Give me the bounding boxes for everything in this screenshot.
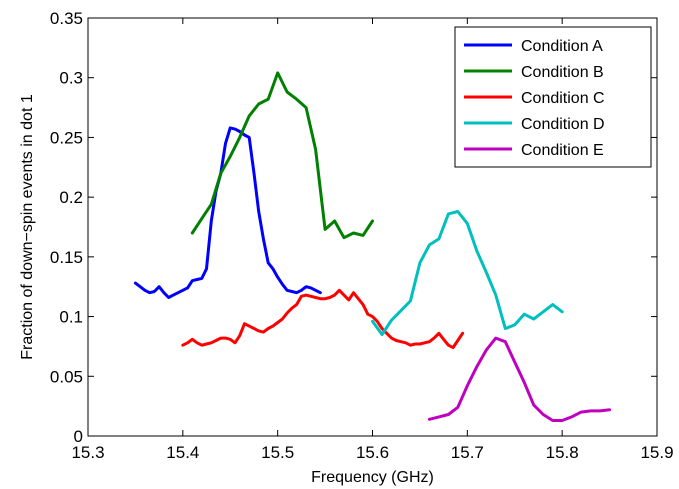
series-line-condition-c [181, 288, 465, 350]
y-tick-label: 0.25 [50, 128, 83, 147]
y-axis-label: Fraction of down−spin events in dot 1 [19, 94, 36, 360]
legend-items: Condition A Condition B Condition C Conditi… [464, 38, 605, 159]
y-tick-label: 0 [74, 427, 83, 446]
series-line-condition-b [190, 71, 374, 240]
x-tick-label: 15.6 [356, 443, 389, 462]
legend: Condition A Condition B Condition C Conditi… [454, 26, 652, 168]
series-line-condition-a [133, 126, 322, 299]
y-tick-label: 0.15 [50, 248, 83, 267]
series-line-condition-e [427, 336, 612, 422]
x-tick-label: 15.4 [166, 443, 199, 462]
y-tick-label: 0.3 [59, 69, 83, 88]
x-tick-label: 15.7 [451, 443, 484, 462]
y-tick-label: 0.05 [50, 367, 83, 386]
legend-label-condition-d: Condition D [521, 116, 605, 133]
legend-label-condition-b: Condition B [521, 64, 604, 81]
x-tick-label: 15.3 [71, 443, 104, 462]
y-tick-label: 0.2 [59, 188, 83, 207]
legend-label-condition-a: Condition A [521, 38, 603, 55]
series-line-condition-d [371, 210, 564, 336]
y-tick-label: 0.1 [59, 308, 83, 327]
x-tick-label: 15.8 [546, 443, 579, 462]
legend-label-condition-e: Condition E [521, 142, 604, 159]
legend-label-condition-c: Condition C [521, 90, 605, 107]
y-tick-label: 0.35 [50, 9, 83, 28]
x-axis-label: Frequency (GHz) [311, 469, 434, 486]
axis-ticks: 15.3 15.4 15.5 15.6 15.7 15.8 15.9 0 0.05 0.1 0.15… [50, 9, 674, 462]
series-lines [133, 71, 612, 422]
x-tick-label: 15.9 [640, 443, 673, 462]
x-tick-label: 15.5 [261, 443, 294, 462]
